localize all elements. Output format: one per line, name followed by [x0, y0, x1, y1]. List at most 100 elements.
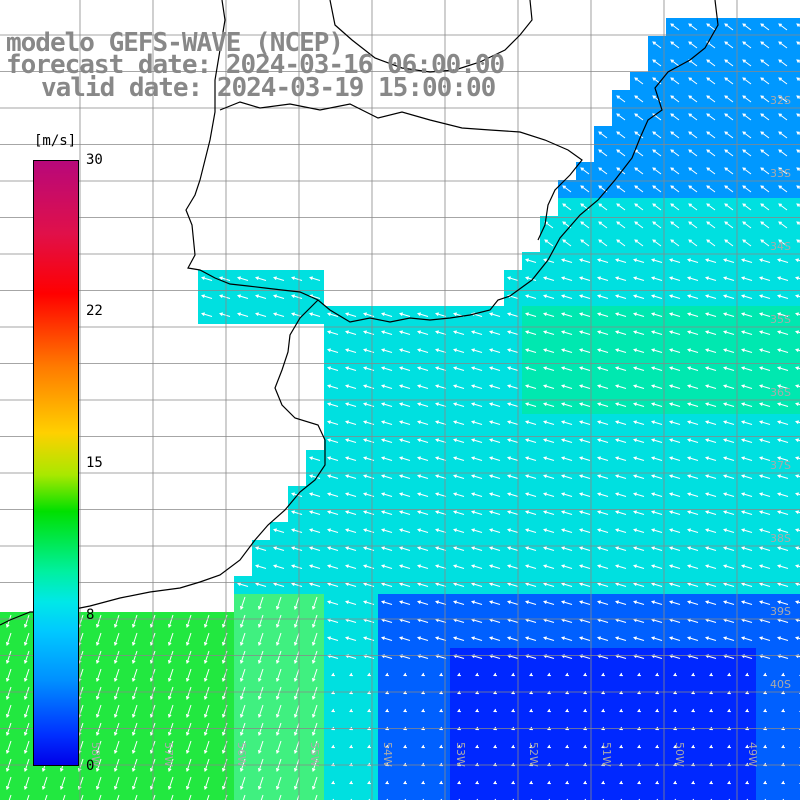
wind-arrow: [705, 492, 717, 497]
wind-arrow: [435, 528, 447, 533]
wind-arrow: [763, 744, 768, 749]
wind-arrow: [727, 780, 732, 785]
wind-arrow: [669, 636, 681, 641]
wind-arrow: [597, 546, 609, 551]
wind-arrow: [399, 636, 411, 641]
wind-arrow: [741, 510, 753, 515]
wind-arrow: [327, 420, 339, 425]
wind-arrow: [95, 722, 102, 736]
wind-arrow: [489, 438, 501, 443]
wind-arrow: [275, 632, 282, 646]
wind-arrow: [23, 650, 30, 664]
wind-arrow: [435, 546, 447, 551]
wind-arrow: [759, 348, 771, 353]
wind-arrow: [381, 438, 393, 443]
wind-arrow: [706, 113, 716, 121]
wind-arrow: [453, 582, 465, 587]
wind-arrow: [561, 546, 573, 551]
wind-arrow: [421, 672, 426, 677]
wind-arrow: [206, 794, 210, 800]
wind-arrow: [134, 794, 138, 800]
wind-arrow: [796, 131, 800, 135]
sea-cell: [792, 774, 800, 792]
wind-arrow: [242, 794, 246, 800]
sea-cell: [198, 792, 216, 800]
sea-cell: [378, 792, 396, 800]
wind-arrow: [565, 708, 570, 713]
wind-arrow: [293, 722, 300, 736]
wind-arrow: [727, 744, 732, 749]
wind-arrow: [403, 708, 408, 713]
wind-arrow: [615, 294, 627, 299]
wind-arrow: [633, 600, 645, 605]
sea-cell: [792, 792, 800, 800]
wind-arrow: [633, 582, 645, 587]
wind-arrow: [435, 600, 447, 605]
wind-arrow: [327, 492, 339, 497]
wind-arrow: [777, 600, 789, 605]
wind-arrow: [381, 492, 393, 497]
wind-arrow: [453, 348, 465, 353]
wind-arrow: [579, 510, 591, 515]
wind-arrow: [435, 366, 447, 371]
wind-arrow: [706, 149, 716, 157]
wind-arrow: [403, 744, 408, 749]
wind-arrow: [345, 312, 357, 317]
wind-arrow: [525, 366, 537, 371]
wind-arrow: [399, 582, 411, 587]
wind-arrow: [688, 131, 698, 139]
wind-arrow: [275, 776, 282, 790]
wind-arrow: [742, 77, 752, 85]
wind-arrow: [489, 384, 501, 389]
wind-arrow: [688, 167, 698, 175]
wind-arrow: [543, 474, 555, 479]
wind-arrow: [741, 492, 753, 497]
wind-arrow: [705, 258, 717, 263]
wind-arrow: [795, 636, 800, 640]
wind-arrow: [273, 582, 285, 587]
wind-arrow: [597, 456, 609, 461]
wind-arrow: [507, 492, 519, 497]
wind-arrow: [705, 510, 717, 515]
wind-arrow: [760, 113, 770, 121]
wind-arrow: [381, 330, 393, 335]
wind-arrow: [669, 492, 681, 497]
wind-arrow: [724, 221, 734, 229]
sea-cell: [792, 594, 800, 612]
wind-arrow: [651, 564, 663, 569]
wind-arrow: [511, 672, 516, 677]
wind-arrow: [742, 239, 752, 247]
wind-arrow: [795, 294, 800, 298]
wind-arrow: [293, 704, 300, 718]
wind-arrow: [615, 528, 627, 533]
wind-arrow: [580, 239, 590, 247]
wind-arrow: [796, 149, 800, 153]
wind-arrow: [327, 348, 339, 353]
wind-arrow: [795, 474, 800, 478]
sea-cell: [36, 792, 54, 800]
wind-arrow: [275, 740, 282, 754]
sea-cell: [360, 792, 378, 800]
wind-arrow: [309, 312, 321, 317]
wind-arrow: [525, 600, 537, 605]
wind-arrow: [489, 402, 501, 407]
wind-arrow: [781, 780, 786, 785]
wind-arrow: [723, 366, 735, 371]
wind-arrow: [579, 420, 591, 425]
sea-cell: [792, 486, 800, 504]
wind-arrow: [561, 330, 573, 335]
wind-arrow: [543, 420, 555, 425]
wind-arrow: [705, 294, 717, 299]
wind-arrow: [131, 704, 138, 718]
wind-arrow: [493, 744, 498, 749]
wind-arrow: [670, 167, 680, 175]
wind-arrow: [795, 546, 800, 550]
wind-arrow: [273, 276, 285, 281]
wind-arrow: [669, 600, 681, 605]
wind-arrow: [637, 744, 642, 749]
wind-arrow: [273, 564, 285, 569]
wind-arrow: [239, 596, 246, 610]
wind-arrow: [453, 402, 465, 407]
sea-cell: [792, 684, 800, 702]
wind-arrow: [561, 636, 573, 641]
